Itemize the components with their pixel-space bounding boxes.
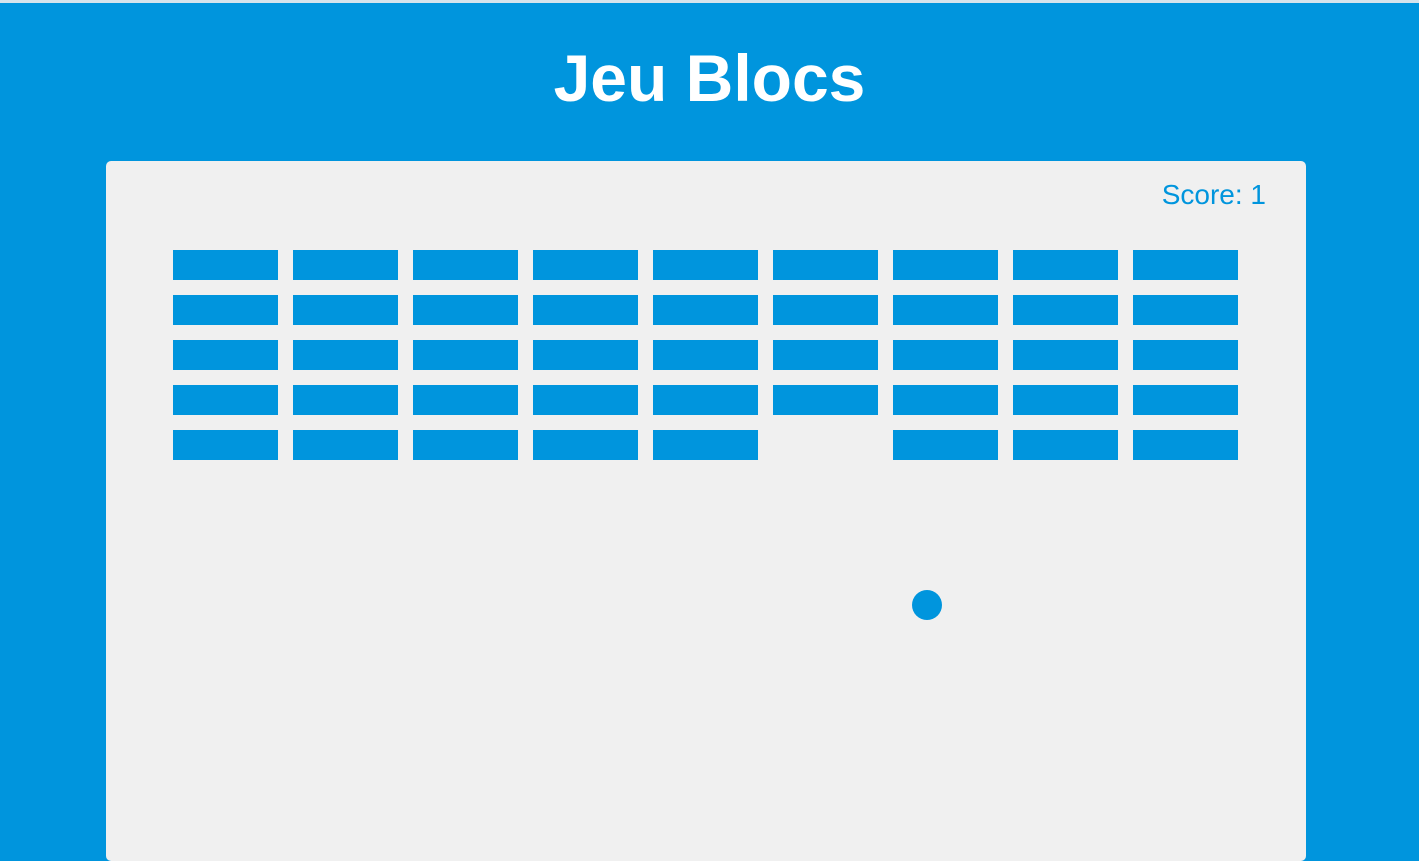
brick xyxy=(893,340,998,370)
brick xyxy=(293,430,398,460)
brick xyxy=(1013,340,1118,370)
brick xyxy=(653,295,758,325)
brick xyxy=(1133,385,1238,415)
brick xyxy=(533,430,638,460)
brick xyxy=(893,430,998,460)
brick xyxy=(173,340,278,370)
brick xyxy=(1013,385,1118,415)
brick xyxy=(533,340,638,370)
brick xyxy=(533,385,638,415)
brick xyxy=(293,250,398,280)
page-title: Jeu Blocs xyxy=(553,41,866,115)
brick xyxy=(413,340,518,370)
brick xyxy=(173,295,278,325)
brick xyxy=(533,295,638,325)
brick xyxy=(413,385,518,415)
brick xyxy=(773,250,878,280)
brick xyxy=(293,340,398,370)
brick xyxy=(773,295,878,325)
brick xyxy=(173,430,278,460)
brick xyxy=(413,295,518,325)
brick xyxy=(1133,340,1238,370)
brick xyxy=(1133,250,1238,280)
brick xyxy=(1133,430,1238,460)
brick xyxy=(893,295,998,325)
brick xyxy=(773,340,878,370)
brick xyxy=(293,385,398,415)
brick xyxy=(893,250,998,280)
top-border xyxy=(0,0,1419,3)
brick xyxy=(173,250,278,280)
brick xyxy=(653,340,758,370)
brick xyxy=(173,385,278,415)
brick xyxy=(653,430,758,460)
ball xyxy=(912,590,942,620)
brick xyxy=(1013,295,1118,325)
brick xyxy=(1013,430,1118,460)
game-board[interactable]: Score: 1 xyxy=(106,161,1306,861)
score-display: Score: 1 xyxy=(1161,179,1266,210)
brick xyxy=(773,385,878,415)
brick xyxy=(1013,250,1118,280)
brick xyxy=(413,250,518,280)
brick xyxy=(1133,295,1238,325)
brick xyxy=(653,250,758,280)
brick xyxy=(533,250,638,280)
brick xyxy=(413,430,518,460)
brick xyxy=(293,295,398,325)
brick xyxy=(653,385,758,415)
brick xyxy=(893,385,998,415)
